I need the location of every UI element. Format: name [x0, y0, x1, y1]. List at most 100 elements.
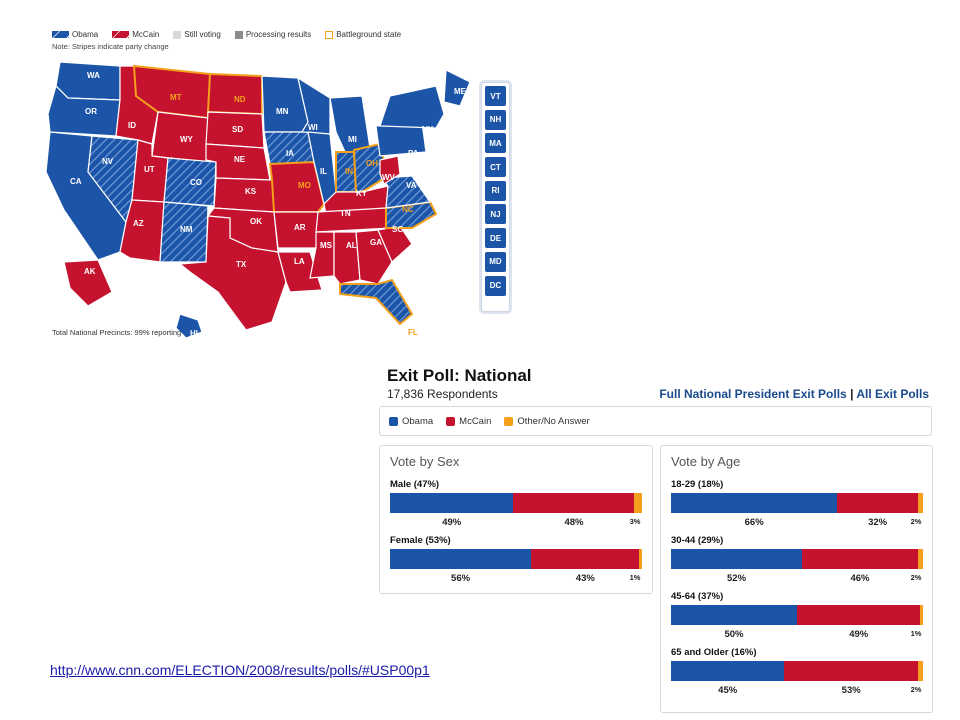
poll-group: 45-64 (37%) 50% 49% 1% — [671, 591, 923, 647]
full-exit-polls-link[interactable]: Full National President Exit Polls — [659, 387, 847, 401]
panel-vote-by-age: Vote by Age 18-29 (18%) 66% 32% 2% 30-44 (29%… — [660, 445, 933, 713]
percent-label-obama: 66% — [744, 517, 764, 528]
state-shape-va[interactable] — [380, 175, 432, 209]
state-label-pa: PA — [408, 149, 419, 158]
state-label-oh: OH — [366, 159, 378, 168]
state-box-nj[interactable]: NJ — [485, 204, 506, 225]
state-label-hi: HI — [190, 329, 198, 338]
obama-color-icon — [389, 416, 398, 426]
poll-group-label: 30-44 (29%) — [671, 535, 724, 546]
panel-title: Vote by Age — [671, 454, 741, 469]
state-label-ne: NE — [234, 155, 246, 164]
percent-label-other: 3% — [629, 517, 641, 526]
state-label-nv: NV — [102, 157, 114, 166]
exit-poll-links: Full National President Exit Polls | All… — [659, 387, 929, 401]
poll-group: 30-44 (29%) 52% 46% 2% — [671, 535, 923, 591]
map-legend: Obama McCain Still voting Processing res… — [52, 30, 401, 39]
all-exit-polls-link[interactable]: All Exit Polls — [856, 387, 929, 401]
percent-label-other: 2% — [910, 573, 922, 582]
legend-label: Obama — [402, 415, 434, 427]
percent-label-obama: 52% — [727, 573, 747, 584]
percent-label-obama: 45% — [718, 685, 738, 696]
state-shape-ny[interactable] — [379, 85, 445, 129]
bar-segment-mccain — [837, 493, 918, 513]
percent-label-mccain: 46% — [850, 573, 870, 584]
bar-segment-obama — [671, 549, 803, 569]
state-shape-ia[interactable] — [263, 131, 315, 165]
bar-segment-other — [634, 493, 642, 513]
bar-segment-other — [917, 549, 923, 569]
state-label-mn: MN — [276, 107, 289, 116]
link-separator: | — [850, 387, 854, 401]
poll-bar — [671, 549, 923, 569]
poll-group: Male (47%) 49% 48% 3% — [390, 479, 642, 535]
state-label-mo: MO — [298, 181, 311, 190]
state-box-nh[interactable]: NH — [485, 109, 506, 130]
poll-group-label: 65 and Older (16%) — [671, 647, 757, 658]
state-shape-wa[interactable] — [55, 61, 121, 101]
map-note: Note: Stripes indicate party change — [52, 42, 169, 51]
state-label-wa: WA — [87, 71, 100, 80]
state-label-ia: IA — [286, 149, 294, 158]
state-shape-al[interactable] — [333, 231, 361, 285]
state-shape-fl[interactable] — [339, 278, 414, 326]
legend-label: Other/No Answer — [517, 415, 590, 427]
poll-group-label: 18-29 (18%) — [671, 479, 724, 490]
bar-segment-mccain — [513, 493, 635, 513]
state-box-ma[interactable]: MA — [485, 133, 506, 154]
legend-item-battleground: Battleground state — [325, 30, 401, 39]
percent-label-other: 2% — [910, 685, 922, 694]
state-shape-ga[interactable] — [355, 229, 393, 285]
legend-label: McCain — [459, 415, 492, 427]
state-shape-nd[interactable] — [206, 72, 263, 116]
state-shape-ms[interactable] — [309, 231, 335, 279]
bar-segment-obama — [390, 549, 532, 569]
state-label-co: CO — [190, 178, 202, 187]
state-shape-tn[interactable] — [315, 207, 391, 233]
state-label-ms: MS — [320, 241, 333, 250]
state-label-fl: FL — [408, 328, 418, 337]
state-box-md[interactable]: MD — [485, 251, 506, 272]
state-shape-mi[interactable] — [329, 95, 371, 155]
state-box-ri[interactable]: RI — [485, 180, 506, 201]
state-shape-me[interactable] — [443, 69, 471, 107]
state-box-de[interactable]: DE — [485, 228, 506, 249]
still-voting-swatch-icon — [173, 30, 182, 39]
state-shape-la[interactable] — [277, 251, 323, 293]
legend-item-obama: Obama — [52, 30, 98, 39]
state-label-la: LA — [294, 257, 305, 266]
state-box-ct[interactable]: CT — [485, 157, 506, 178]
state-label-ok: OK — [250, 217, 262, 226]
percent-label-obama: 56% — [451, 573, 471, 584]
source-url-link[interactable]: http://www.cnn.com/ELECTION/2008/results… — [50, 662, 430, 678]
state-shape-hi[interactable] — [175, 313, 203, 339]
state-label-il: IL — [320, 167, 327, 176]
poll-bar — [390, 493, 642, 513]
processing-swatch-icon — [234, 30, 243, 39]
legend-label: McCain — [132, 30, 160, 39]
state-box-vt[interactable]: VT — [485, 86, 506, 106]
state-shape-wv[interactable] — [379, 155, 401, 185]
poll-group-label: Female (53%) — [390, 535, 451, 546]
state-label-wy: WY — [180, 135, 194, 144]
state-label-nd: ND — [234, 95, 246, 104]
poll-bar — [671, 605, 923, 625]
state-shape-tx[interactable] — [178, 215, 287, 331]
bar-segment-mccain — [531, 549, 640, 569]
state-label-az: AZ — [133, 219, 144, 228]
percent-label-obama: 50% — [724, 629, 744, 640]
percent-label-mccain: 43% — [575, 573, 595, 584]
bar-segment-mccain — [802, 549, 918, 569]
state-label-in: IN — [345, 167, 353, 176]
state-box-dc[interactable]: DC — [485, 275, 506, 296]
state-label-ca: CA — [70, 177, 82, 186]
state-shape-ak[interactable] — [63, 259, 113, 307]
legend-item-mccain: McCain — [112, 30, 159, 39]
percent-label-mccain: 49% — [849, 629, 869, 640]
bar-segment-other — [639, 549, 642, 569]
bar-segment-mccain — [784, 661, 918, 681]
panel-title: Vote by Sex — [390, 454, 460, 469]
state-shape-ks[interactable] — [213, 177, 275, 213]
state-label-sd: SD — [232, 125, 243, 134]
legend-item-other: Other/No Answer — [504, 415, 590, 427]
